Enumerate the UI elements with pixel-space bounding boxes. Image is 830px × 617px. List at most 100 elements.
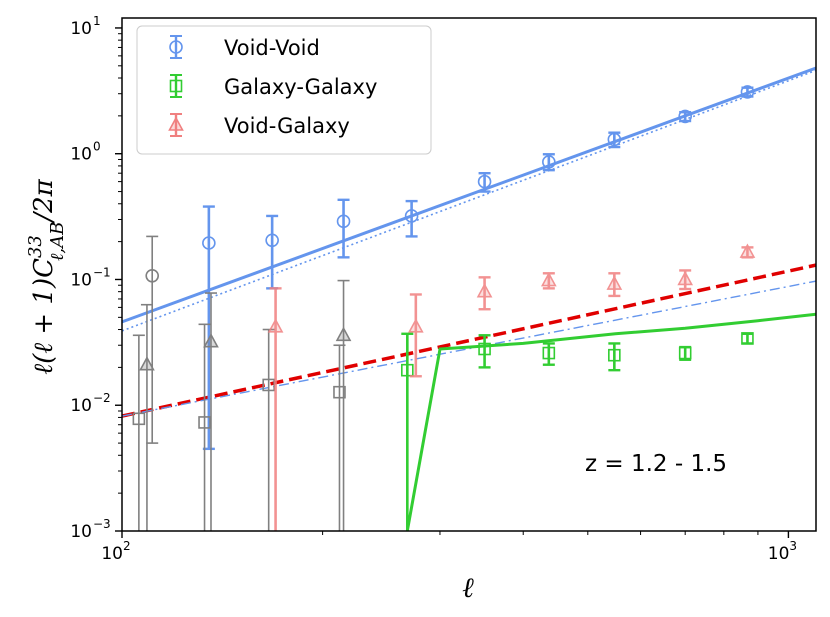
void-void-point — [145, 235, 160, 444]
galaxy-galaxy-marker — [678, 346, 692, 360]
x-tick-base: 10 — [768, 544, 790, 564]
void-galaxy-point — [407, 293, 424, 378]
void-galaxy-series — [139, 243, 756, 531]
void-galaxy-model-line — [122, 263, 816, 418]
legend-label-void-galaxy: Void-Galaxy — [224, 114, 350, 138]
void-void-model-line — [122, 66, 816, 324]
void-void-linear-line — [122, 69, 816, 332]
galaxy-galaxy-point — [678, 345, 692, 361]
y-axis-title-sub: ℓ,AB — [47, 222, 68, 261]
void-galaxy-point — [203, 292, 219, 531]
void-galaxy-point — [267, 287, 284, 531]
y-tick-label: 101 — [70, 14, 100, 39]
legend-entry-void-void: Void-Void — [169, 35, 320, 60]
redshift-annotation: z = 1.2 - 1.5 — [585, 451, 727, 477]
void-galaxy-marker — [606, 275, 623, 290]
y-tick-base: 10 — [70, 145, 92, 165]
y-tick-exponent: 0 — [93, 140, 101, 154]
legend-entry-galaxy-galaxy: Galaxy-Galaxy — [169, 74, 377, 99]
void-galaxy-marker — [139, 356, 155, 371]
void-void-marker — [740, 85, 755, 99]
void-void-marker — [145, 268, 160, 283]
void-void-marker — [265, 233, 279, 248]
void-galaxy-marker — [407, 318, 424, 333]
x-tick-exponent: 2 — [123, 539, 131, 553]
legend-marker-void-void — [169, 40, 183, 54]
void-galaxy-marker — [739, 243, 756, 258]
void-galaxy-point — [335, 279, 352, 531]
void-galaxy-linear-line — [122, 280, 816, 417]
plot-frame — [121, 17, 817, 532]
void-void-point — [336, 198, 351, 259]
legend-entry-void-galaxy: Void-Galaxy — [168, 113, 350, 138]
void-void-point — [607, 131, 622, 149]
legend-label-galaxy-galaxy: Galaxy-Galaxy — [224, 75, 377, 99]
y-axis-title: ℓ(ℓ + 1)C33ℓ,AB/2π — [25, 178, 68, 374]
void-void-marker — [607, 132, 622, 147]
y-tick-base: 10 — [70, 19, 92, 39]
x-axis-title: ℓ — [462, 571, 474, 604]
void-void-point — [404, 199, 419, 238]
galaxy-galaxy-model-line — [405, 312, 816, 531]
y-tick-label: 10−1 — [70, 265, 110, 290]
y-tick-exponent: −1 — [93, 265, 111, 279]
x-tick-label: 102 — [101, 539, 130, 564]
void-void-marker — [336, 214, 351, 229]
void-void-point — [678, 109, 692, 124]
void-void-marker — [477, 174, 492, 189]
galaxy-galaxy-marker — [132, 412, 146, 426]
void-galaxy-marker — [476, 282, 493, 298]
legend-label-void-void: Void-Void — [224, 36, 320, 60]
y-axis-title-main: ℓ(ℓ + 1)C — [29, 258, 59, 375]
void-galaxy-point — [540, 271, 557, 290]
galaxy-galaxy-marker — [542, 346, 556, 360]
void-void-point — [542, 153, 556, 172]
y-tick-base: 10 — [70, 396, 92, 416]
galaxy-galaxy-series — [132, 323, 754, 531]
y-tick-base: 10 — [70, 522, 92, 542]
y-tick-exponent: 1 — [93, 14, 101, 28]
galaxy-galaxy-marker — [262, 378, 275, 392]
void-galaxy-point — [739, 243, 756, 259]
void-void-point — [477, 171, 492, 193]
galaxy-galaxy-marker — [401, 363, 414, 377]
galaxy-galaxy-marker — [741, 332, 754, 345]
void-void-marker — [678, 109, 692, 124]
legend-entries: Void-Void Galaxy-Galaxy Void-Galaxy — [168, 35, 377, 138]
y-axis-title-tail: /2π — [29, 178, 59, 224]
void-galaxy-marker — [335, 326, 352, 342]
galaxy-galaxy-point — [132, 334, 146, 531]
legend-marker-galaxy-galaxy — [169, 79, 183, 93]
galaxy-galaxy-marker — [608, 348, 621, 362]
galaxy-galaxy-point — [608, 342, 621, 372]
y-tick-label: 100 — [70, 140, 100, 165]
void-void-series — [145, 85, 755, 451]
legend-marker-void-galaxy — [168, 116, 184, 131]
y-tick-base: 10 — [70, 270, 92, 290]
galaxy-galaxy-point — [262, 328, 275, 531]
y-tick-exponent: −3 — [93, 517, 111, 531]
galaxy-galaxy-point — [741, 332, 754, 345]
y-axis-title-sup: 33 — [25, 235, 46, 258]
void-void-marker — [202, 236, 216, 250]
void-void-point — [265, 214, 279, 290]
void-galaxy-point — [677, 269, 694, 291]
galaxy-galaxy-marker — [333, 385, 346, 399]
x-tick-label: 103 — [768, 539, 797, 564]
galaxy-galaxy-marker — [198, 416, 211, 429]
void-galaxy-marker — [677, 270, 694, 286]
void-void-point — [740, 85, 755, 99]
void-galaxy-point — [476, 276, 493, 311]
legend: Void-Void Galaxy-Galaxy Void-Galaxy — [136, 25, 432, 155]
galaxy-galaxy-point — [478, 334, 491, 369]
void-void-marker — [404, 209, 419, 223]
galaxy-galaxy-point — [401, 332, 414, 531]
void-galaxy-marker — [203, 333, 219, 348]
galaxy-galaxy-point — [198, 323, 211, 531]
void-void-marker — [542, 155, 556, 169]
galaxy-galaxy-point — [542, 342, 556, 366]
y-tick-label: 10−2 — [70, 391, 110, 416]
x-tick-exponent: 3 — [789, 539, 797, 553]
